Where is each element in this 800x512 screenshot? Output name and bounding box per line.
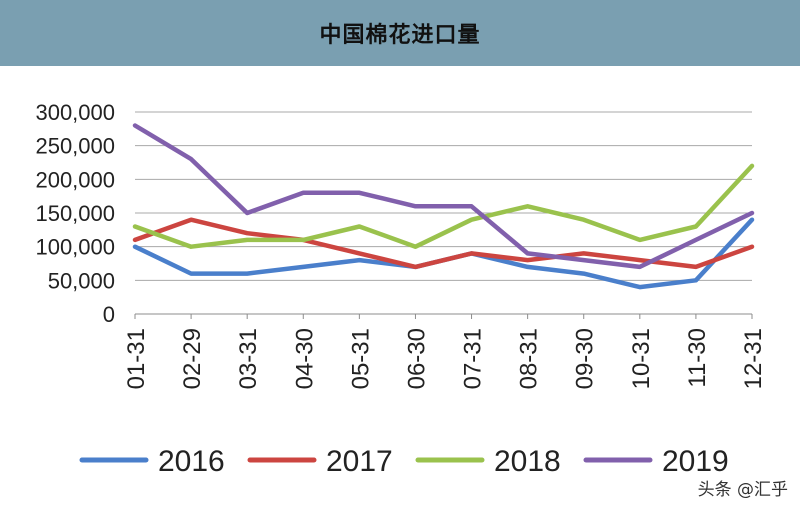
legend-label-2018: 2018 <box>494 445 561 478</box>
y-axis-ticks: 0 50,000 100,000 150,000 200,000 250,000 300,0… <box>35 100 115 327</box>
legend: 2016 2017 2018 2019 <box>79 445 729 478</box>
x-tick-label: 03-31 <box>235 328 262 389</box>
y-tick-label: 300,000 <box>35 100 115 125</box>
y-tick-label: 150,000 <box>35 201 115 226</box>
x-tick-label: 10-31 <box>628 328 655 389</box>
chart-title: 中国棉花进口量 <box>319 23 481 48</box>
x-tick-label: 05-31 <box>347 328 374 389</box>
y-tick-label: 0 <box>103 302 115 327</box>
x-tick-label: 12-31 <box>740 328 767 389</box>
chart-area: 0 50,000 100,000 150,000 200,000 250,000 300,0… <box>0 66 800 508</box>
line-chart: 0 50,000 100,000 150,000 200,000 250,000 300,0… <box>35 100 767 478</box>
legend-label-2019: 2019 <box>662 445 729 478</box>
x-tick-label: 06-30 <box>403 328 430 389</box>
watermark: 头条 @汇乎 <box>697 480 788 500</box>
chart-title-band: 中国棉花进口量 <box>0 0 800 66</box>
x-tick-label: 08-31 <box>516 328 543 389</box>
y-tick-label: 250,000 <box>35 134 115 159</box>
y-tick-label: 200,000 <box>35 167 115 192</box>
grid-lines <box>135 111 752 315</box>
series-line-2019 <box>132 123 755 270</box>
series-line-2018 <box>132 163 755 249</box>
x-tick-label: 02-29 <box>179 328 206 389</box>
x-tick-label: 04-30 <box>291 328 318 389</box>
legend-label-2017: 2017 <box>326 445 393 478</box>
x-tick-label: 11-30 <box>684 328 711 388</box>
x-tick-label: 01-31 <box>123 328 150 389</box>
legend-label-2016: 2016 <box>158 445 225 478</box>
x-tick-label: 09-30 <box>572 328 599 389</box>
x-tick-label: 07-31 <box>460 328 487 389</box>
y-tick-label: 50,000 <box>48 268 115 293</box>
y-tick-label: 100,000 <box>35 235 115 260</box>
x-axis-ticks: 01-31 02-29 03-31 04-30 05-31 06-30 07-31 08-31… <box>123 314 767 389</box>
series-lines <box>132 123 755 290</box>
